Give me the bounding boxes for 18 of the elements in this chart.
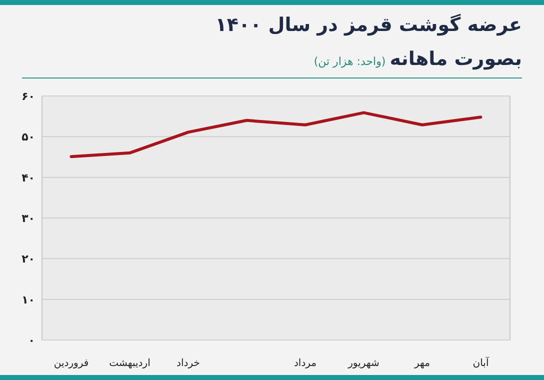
x-tick-label: آبان: [472, 356, 490, 369]
y-tick-label: ۰: [28, 334, 35, 347]
y-tick-label: ۲۰: [22, 252, 35, 266]
chart-title: عرضه گوشت قرمز در سال ۱۴۰۰: [215, 14, 522, 36]
x-tick-label: فروردین: [54, 358, 89, 369]
x-tick-label: شهریور: [347, 358, 380, 369]
y-tick-label: ۵۰: [22, 130, 35, 144]
chart-subtitle: بصورت ماهانه: [390, 48, 522, 70]
y-tick-label: ۴۰: [22, 171, 35, 184]
x-tick-label: مرداد: [294, 358, 317, 369]
y-tick-label: ۱۰: [22, 293, 35, 306]
x-tick-label: مهر: [414, 358, 430, 369]
x-tick-label: خرداد: [176, 358, 200, 369]
y-tick-label: ۶۰: [22, 90, 35, 103]
text: (واحد: هزار تن): [314, 55, 386, 68]
y-tick-label: ۳۰: [22, 212, 35, 225]
line-series: [70, 111, 482, 158]
x-tick-label: اردیبهشت: [109, 358, 150, 369]
